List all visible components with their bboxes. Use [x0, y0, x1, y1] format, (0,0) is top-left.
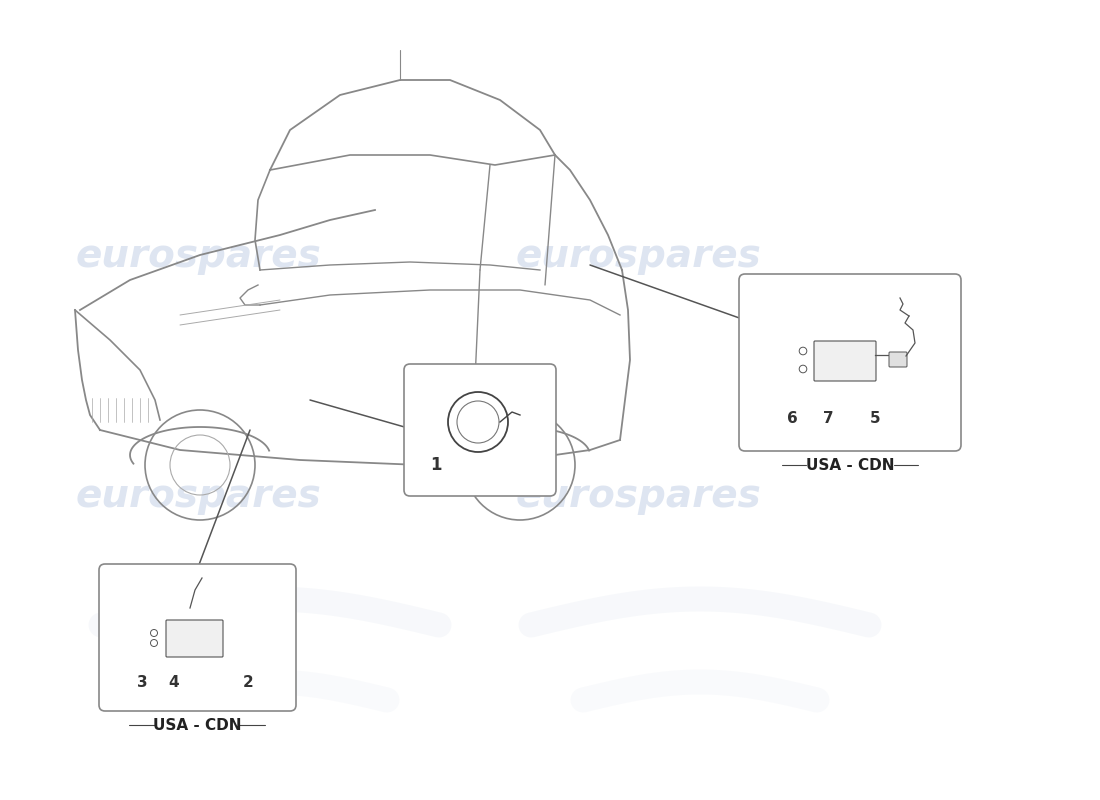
Text: eurospares: eurospares — [515, 237, 761, 275]
Text: 2: 2 — [243, 675, 254, 690]
FancyBboxPatch shape — [404, 364, 556, 496]
Text: eurospares: eurospares — [75, 477, 321, 515]
FancyBboxPatch shape — [814, 341, 876, 381]
Text: 6: 6 — [786, 411, 798, 426]
Text: 7: 7 — [823, 411, 834, 426]
FancyBboxPatch shape — [99, 564, 296, 711]
Text: eurospares: eurospares — [75, 237, 321, 275]
FancyBboxPatch shape — [889, 352, 908, 367]
Text: 3: 3 — [138, 675, 147, 690]
Text: eurospares: eurospares — [515, 477, 761, 515]
Text: USA - CDN: USA - CDN — [805, 458, 894, 473]
FancyBboxPatch shape — [739, 274, 961, 451]
FancyBboxPatch shape — [166, 620, 223, 657]
Text: 5: 5 — [870, 411, 881, 426]
Text: USA - CDN: USA - CDN — [153, 718, 241, 733]
Text: 1: 1 — [430, 456, 441, 474]
Text: 4: 4 — [168, 675, 178, 690]
